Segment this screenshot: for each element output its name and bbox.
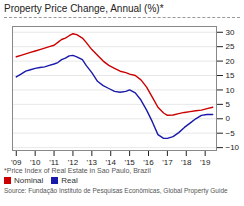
svg-text:'14: '14 xyxy=(106,158,117,166)
svg-text:'13: '13 xyxy=(87,158,98,166)
svg-text:15: 15 xyxy=(226,71,235,80)
svg-text:'12: '12 xyxy=(68,158,79,166)
html-text:*Price Index of Real Estate in: *Price Index of Real Estate in Sao Paulo… xyxy=(4,167,151,174)
svg-text:−5: −5 xyxy=(226,129,236,138)
svg-text:25: 25 xyxy=(226,42,235,51)
html-text:Real: Real xyxy=(61,176,78,185)
svg-text:'16: '16 xyxy=(143,158,154,166)
svg-text:10: 10 xyxy=(226,86,235,95)
svg-text:0: 0 xyxy=(226,114,231,123)
svg-text:'11: '11 xyxy=(49,158,59,166)
svg-text:'15: '15 xyxy=(124,158,135,166)
svg-text:20: 20 xyxy=(226,57,235,66)
svg-text:'18: '18 xyxy=(181,158,192,166)
svg-text:'09: '09 xyxy=(11,158,22,166)
svg-text:'17: '17 xyxy=(162,158,173,166)
html-text:Source: Fundação Instituto de: Source: Fundação Instituto de Pesquisas … xyxy=(4,187,228,194)
svg-text:'19: '19 xyxy=(200,158,211,166)
html-text:Nominal: Nominal xyxy=(14,176,44,185)
html-text:Property Price Change, Annual: Property Price Change, Annual (%)* xyxy=(4,3,164,14)
svg-text:30: 30 xyxy=(226,28,235,37)
svg-text:'10: '10 xyxy=(30,158,41,166)
svg-text:5: 5 xyxy=(226,100,231,109)
svg-text:−10: −10 xyxy=(226,143,240,152)
